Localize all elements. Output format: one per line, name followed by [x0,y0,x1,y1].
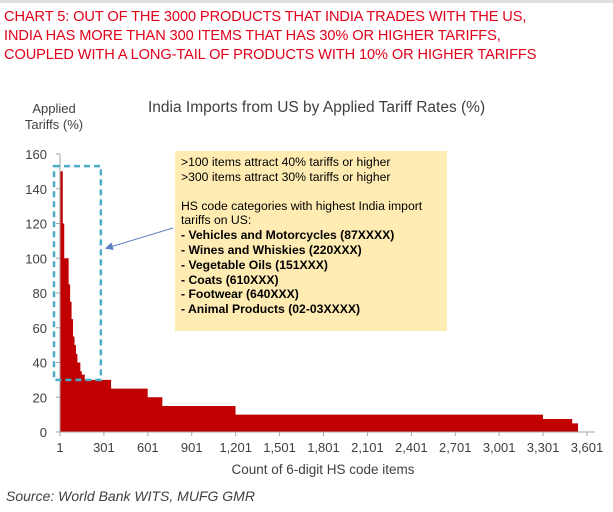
annotation-box: >100 items attract 40% tariffs or higher… [175,151,447,331]
x-tick-label: 3,601 [571,440,604,455]
annotation-item: - Vegetable Oils (151XXX) [181,257,328,272]
annotation-item: - Coats (610XXX) [181,272,279,287]
headline-line-3: COUPLED WITH A LONG-TAIL OF PRODUCTS WIT… [4,47,537,63]
highlight-box [52,164,103,382]
y-tick-label: 40 [33,356,47,371]
x-tick-label: 601 [137,440,159,455]
x-tick-label: 1 [56,440,63,455]
chart-headline: CHART 5: OUT OF THE 3000 PRODUCTS THAT I… [4,8,612,65]
x-tick-label: 301 [93,440,115,455]
y-tick-label: 80 [33,286,47,301]
annotation-item: - Footwear (640XXX) [181,287,299,302]
annotation-intro-1: HS code categories with highest India im… [181,198,423,213]
series-area [60,171,579,432]
x-tick-label: 3,001 [483,440,516,455]
annotation-line-1: >100 items attract 40% tariffs or higher [181,155,391,169]
annotation-line-2: >300 items attract 30% tariffs or higher [181,169,391,184]
chart-title: India Imports from US by Applied Tariff … [148,99,486,116]
x-tick-label: 1,201 [219,440,252,455]
y-axis-label-line-1: Applied [32,101,76,116]
top-rule [0,0,613,3]
x-tick-label: 1,801 [307,440,340,455]
headline-line-1: CHART 5: OUT OF THE 3000 PRODUCTS THAT I… [4,9,527,25]
annotation-item: - Animal Products (02-03XXXX) [181,302,361,317]
annotation-arrow [104,227,174,251]
annotation-intro-2: tariffs on US: [181,213,252,228]
y-tick-label: 0 [40,425,47,440]
y-tick-label: 140 [25,182,47,197]
x-tick-label: 901 [181,440,203,455]
y-tick-label: 120 [25,217,47,232]
annotation-item: - Vehicles and Motorcycles (87XXXX) [181,228,395,243]
y-tick-label: 20 [33,390,47,405]
y-tick-label: 60 [33,321,47,336]
annotation-item: - Wines and Whiskies (220XXX) [181,242,362,257]
x-tick-label: 2,701 [439,440,472,455]
x-tick-label: 1,501 [263,440,296,455]
x-axis-label: Count of 6-digit HS code items [231,462,414,477]
x-tick-label: 2,401 [395,440,428,455]
x-tick-label: 2,101 [351,440,384,455]
y-tick-label: 100 [25,251,47,266]
y-axis-label-line-2: Tariffs (%) [24,117,84,132]
source-note: Source: World Bank WITS, MUFG GMR [6,488,255,504]
y-tick-label: 160 [25,147,47,162]
x-tick-label: 3,301 [527,440,560,455]
headline-line-2: INDIA HAS MORE THAN 300 ITEMS THAT HAS 3… [4,28,501,44]
y-axis-label: Applied Tariffs (%) [20,101,88,133]
